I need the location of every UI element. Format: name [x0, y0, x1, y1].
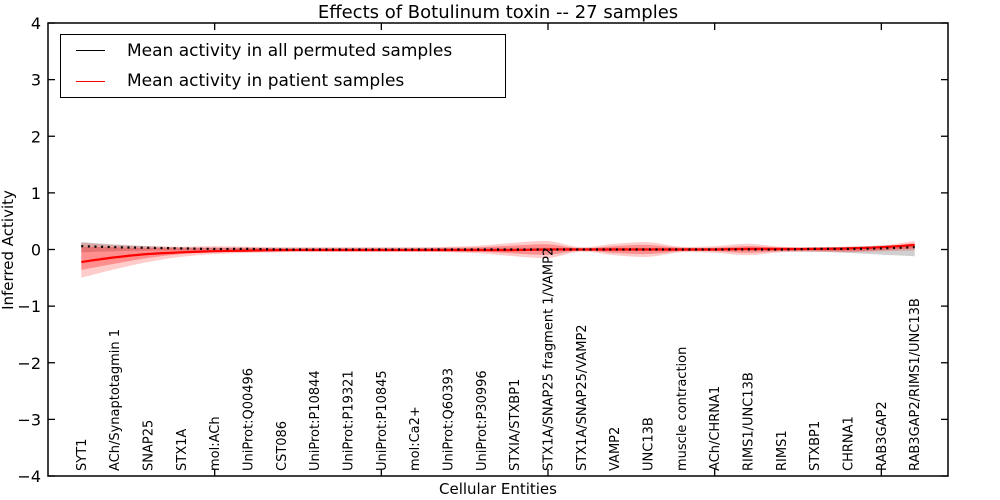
y-tick-label: 0 — [31, 241, 41, 260]
x-tick-label: ACh/Synaptotagmin 1 — [108, 329, 123, 471]
permuted-mean-line — [81, 245, 915, 251]
x-tick-label: UniProt:Q60393 — [442, 368, 457, 471]
legend-line-sample-red — [76, 80, 105, 82]
legend-entry-patient: Mean activity in patient samples — [76, 67, 505, 96]
legend-entry-permuted: Mean activity in all permuted samples — [76, 36, 505, 65]
x-tick-label: VAMP2 — [608, 427, 623, 471]
y-tick-label: −3 — [17, 410, 41, 429]
x-tick-label: STX1A/SNAP25 fragment 1/VAMP2 — [542, 248, 557, 471]
y-axis-label: Inferred Activity — [0, 190, 17, 310]
x-tick-label: CHRNA1 — [842, 416, 857, 471]
y-tick-label: −2 — [17, 354, 41, 373]
x-tick-label: STXBP1 — [808, 421, 823, 471]
x-tick-label: RIMS1 — [775, 430, 790, 471]
x-tick-label: RIMS1/UNC13B — [742, 372, 757, 471]
x-tick-label: SNAP25 — [142, 420, 157, 471]
legend-label: Mean activity in all permuted samples — [127, 40, 453, 61]
legend-label: Mean activity in patient samples — [127, 71, 405, 92]
y-tick-label: 2 — [31, 127, 41, 146]
x-tick-label: SYT1 — [75, 439, 90, 471]
x-tick-label: STXIA/STXBP1 — [508, 379, 523, 471]
x-tick-label: UniProt:P10844 — [308, 370, 323, 471]
x-tick-label: mol:Ca2+ — [408, 406, 423, 471]
x-tick-label: ACh/CHRNA1 — [708, 386, 723, 471]
x-tick-label: UniProt:P30996 — [475, 370, 490, 471]
x-tick-label: UNC13B — [642, 417, 657, 471]
x-tick-label: UniProt:Q00496 — [242, 368, 257, 471]
x-tick-label: UniProt:P19321 — [342, 370, 357, 471]
x-tick-label: mol:ACh — [208, 416, 223, 471]
x-tick-label: RAB3GAP2 — [875, 401, 890, 471]
x-tick-label: UniProt:P10845 — [375, 370, 390, 471]
y-tick-label: −1 — [17, 297, 41, 316]
y-tick-label: 1 — [31, 184, 41, 203]
x-tick-label: muscle contraction — [675, 347, 690, 471]
x-tick-label: STX1A — [175, 429, 190, 471]
legend-line-sample-black — [76, 50, 105, 52]
y-tick-label: 4 — [31, 14, 41, 33]
x-tick-label: RAB3GAP2/RIMS1/UNC13B — [908, 298, 923, 471]
y-tick-label: −4 — [17, 467, 41, 486]
y-tick-label: 3 — [31, 71, 41, 90]
chart-title: Effects of Botulinum toxin -- 27 samples — [317, 2, 679, 23]
x-tick-label: CST086 — [275, 421, 290, 471]
legend: Mean activity in all permuted samples Me… — [60, 34, 506, 98]
x-tick-label: STX1A/SNAP25/VAMP2 — [575, 324, 590, 471]
patient-spread-outer-band — [81, 240, 915, 278]
x-axis-label: Cellular Entities — [439, 480, 557, 498]
